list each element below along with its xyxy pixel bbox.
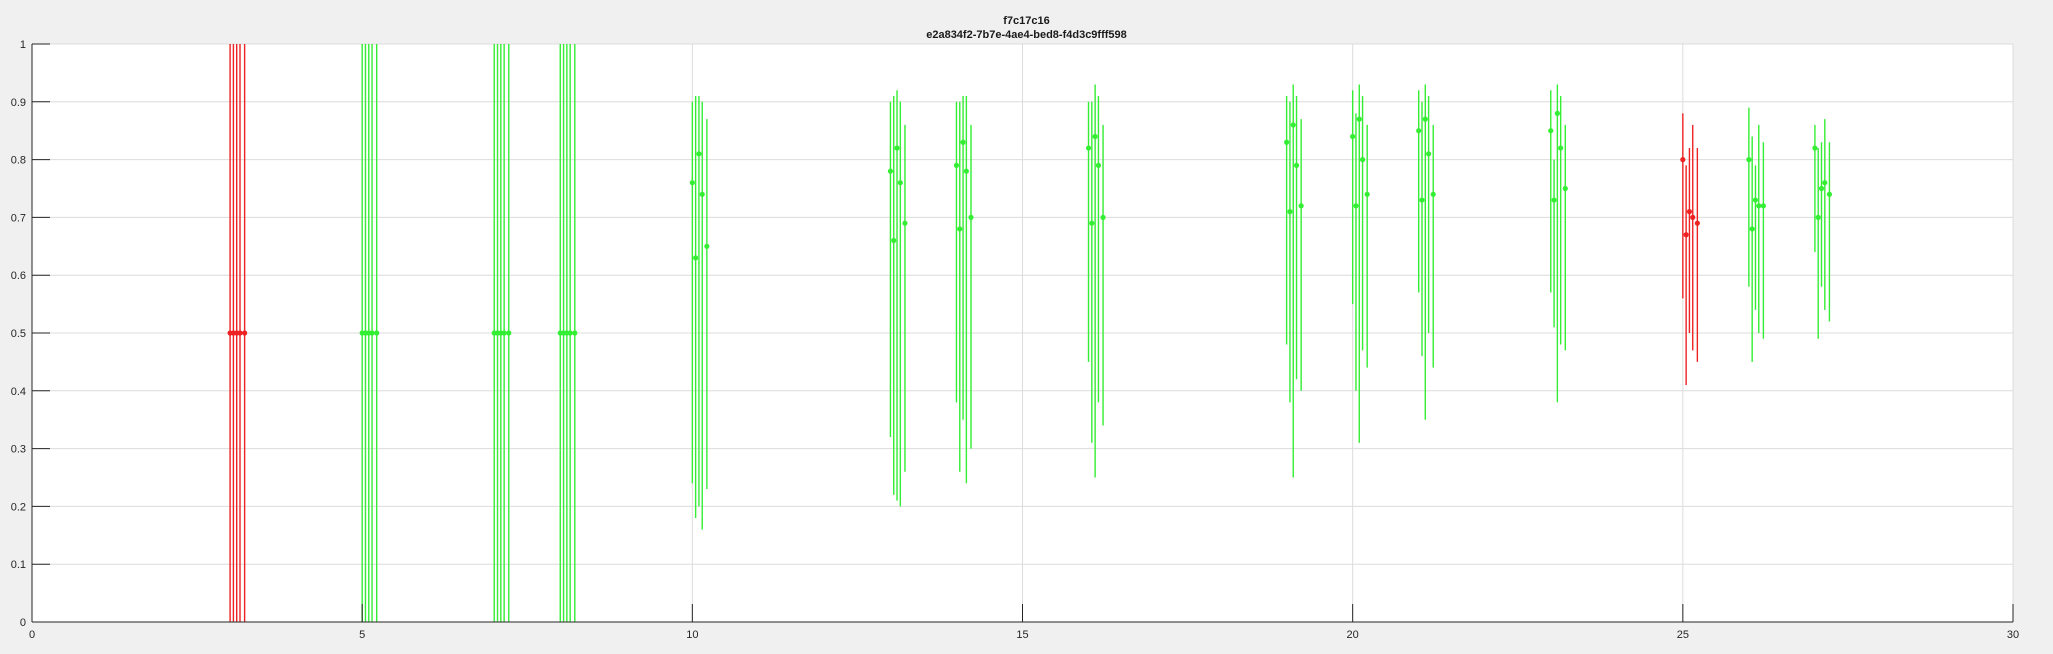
data-point-marker (1290, 122, 1296, 128)
y-tick-label: 1 (20, 39, 26, 51)
data-point-marker (1364, 191, 1370, 197)
data-point-marker (1815, 214, 1821, 220)
data-point-marker (242, 330, 248, 336)
data-point-marker (1749, 226, 1755, 232)
data-point-marker (1089, 220, 1095, 226)
axes: 0 5 10 15 20 25 30 0 0.1 0.2 0.3 0.4 0.5 0.6 0.7 0.8 0.9… (11, 39, 2019, 641)
data-point-marker (902, 220, 908, 226)
x-tick-label: 5 (359, 629, 365, 641)
data-point-marker (891, 237, 897, 244)
chart-titles: f7c17c16 e2a834f2-7b7e-4ae4-bed8-f4d3c9f… (0, 14, 2053, 42)
data-point-marker (1822, 180, 1828, 186)
data-point-marker (1752, 197, 1759, 203)
data-point-marker (968, 214, 974, 220)
data-point-marker (1350, 133, 1356, 140)
data-point-marker (506, 330, 512, 336)
data-point-marker (1756, 203, 1762, 209)
data-point-marker (1100, 214, 1106, 220)
data-point-marker (1746, 157, 1752, 163)
data-series (227, 44, 1833, 622)
data-point-marker (1826, 191, 1833, 197)
y-tick-label: 0.2 (11, 501, 26, 513)
y-tick-label: 0.6 (11, 270, 26, 282)
x-tick-label: 25 (1677, 629, 1689, 641)
data-point-marker (1426, 151, 1432, 157)
data-point-marker (1085, 145, 1092, 151)
data-point-marker (1812, 145, 1818, 151)
data-point-marker (1551, 197, 1557, 203)
x-tick-label: 0 (29, 629, 35, 641)
x-tick-label: 30 (2007, 629, 2019, 641)
data-point-marker (1419, 197, 1425, 203)
y-tick-label: 0.3 (11, 444, 26, 456)
y-tick-label: 0.7 (11, 212, 26, 224)
data-point-marker (693, 255, 699, 261)
data-point-marker (953, 162, 960, 168)
data-point-marker (1690, 214, 1696, 220)
data-point-marker (374, 330, 380, 336)
data-point-marker (1430, 191, 1436, 197)
data-point-marker (1416, 128, 1422, 134)
data-point-marker (957, 226, 963, 232)
data-point-marker (1562, 185, 1568, 192)
data-point-marker (567, 330, 573, 336)
data-point-marker (960, 139, 966, 145)
data-point-marker (1558, 145, 1564, 151)
x-tick-label: 20 (1347, 629, 1359, 641)
data-point-marker (1683, 232, 1689, 238)
data-point-marker (689, 180, 695, 186)
data-point-marker (1554, 110, 1560, 116)
data-point-marker (1760, 203, 1766, 209)
data-point-marker (237, 330, 243, 336)
data-point-marker (1694, 220, 1700, 226)
data-point-marker (1287, 209, 1293, 215)
data-point-marker (894, 145, 900, 151)
data-point-marker (1092, 133, 1098, 140)
data-point-marker (963, 168, 969, 174)
data-point-marker (1422, 116, 1428, 122)
data-point-marker (1298, 203, 1304, 209)
data-point-marker (1548, 128, 1554, 134)
data-point-marker (1359, 157, 1366, 163)
y-tick-label: 0.8 (11, 155, 26, 167)
y-tick-label: 0.5 (11, 328, 26, 340)
y-tick-label: 0.4 (11, 386, 26, 398)
data-point-marker (699, 191, 705, 197)
y-tick-label: 0.9 (11, 97, 26, 109)
data-point-marker (1680, 157, 1686, 163)
data-point-marker (887, 168, 894, 174)
data-point-marker (696, 151, 702, 157)
x-tick-label: 10 (686, 629, 698, 641)
data-point-marker (1293, 162, 1300, 168)
data-point-marker (369, 330, 375, 336)
data-point-marker (572, 330, 578, 336)
data-point-marker (704, 243, 710, 249)
data-point-marker (897, 180, 903, 186)
data-point-marker (1284, 139, 1290, 145)
chart-title: f7c17c16 (1003, 15, 1050, 27)
data-point-marker (1818, 185, 1825, 192)
x-tick-label: 15 (1016, 629, 1028, 641)
y-tick-label: 0.1 (11, 559, 26, 571)
y-tick-label: 0 (20, 617, 26, 629)
data-point-marker (1095, 162, 1102, 168)
data-point-marker (1686, 209, 1693, 215)
chart-subtitle: e2a834f2-7b7e-4ae4-bed8-f4d3c9fff598 (926, 29, 1127, 41)
data-point-marker (1356, 116, 1362, 122)
data-point-marker (501, 330, 507, 336)
data-point-marker (1353, 203, 1359, 209)
